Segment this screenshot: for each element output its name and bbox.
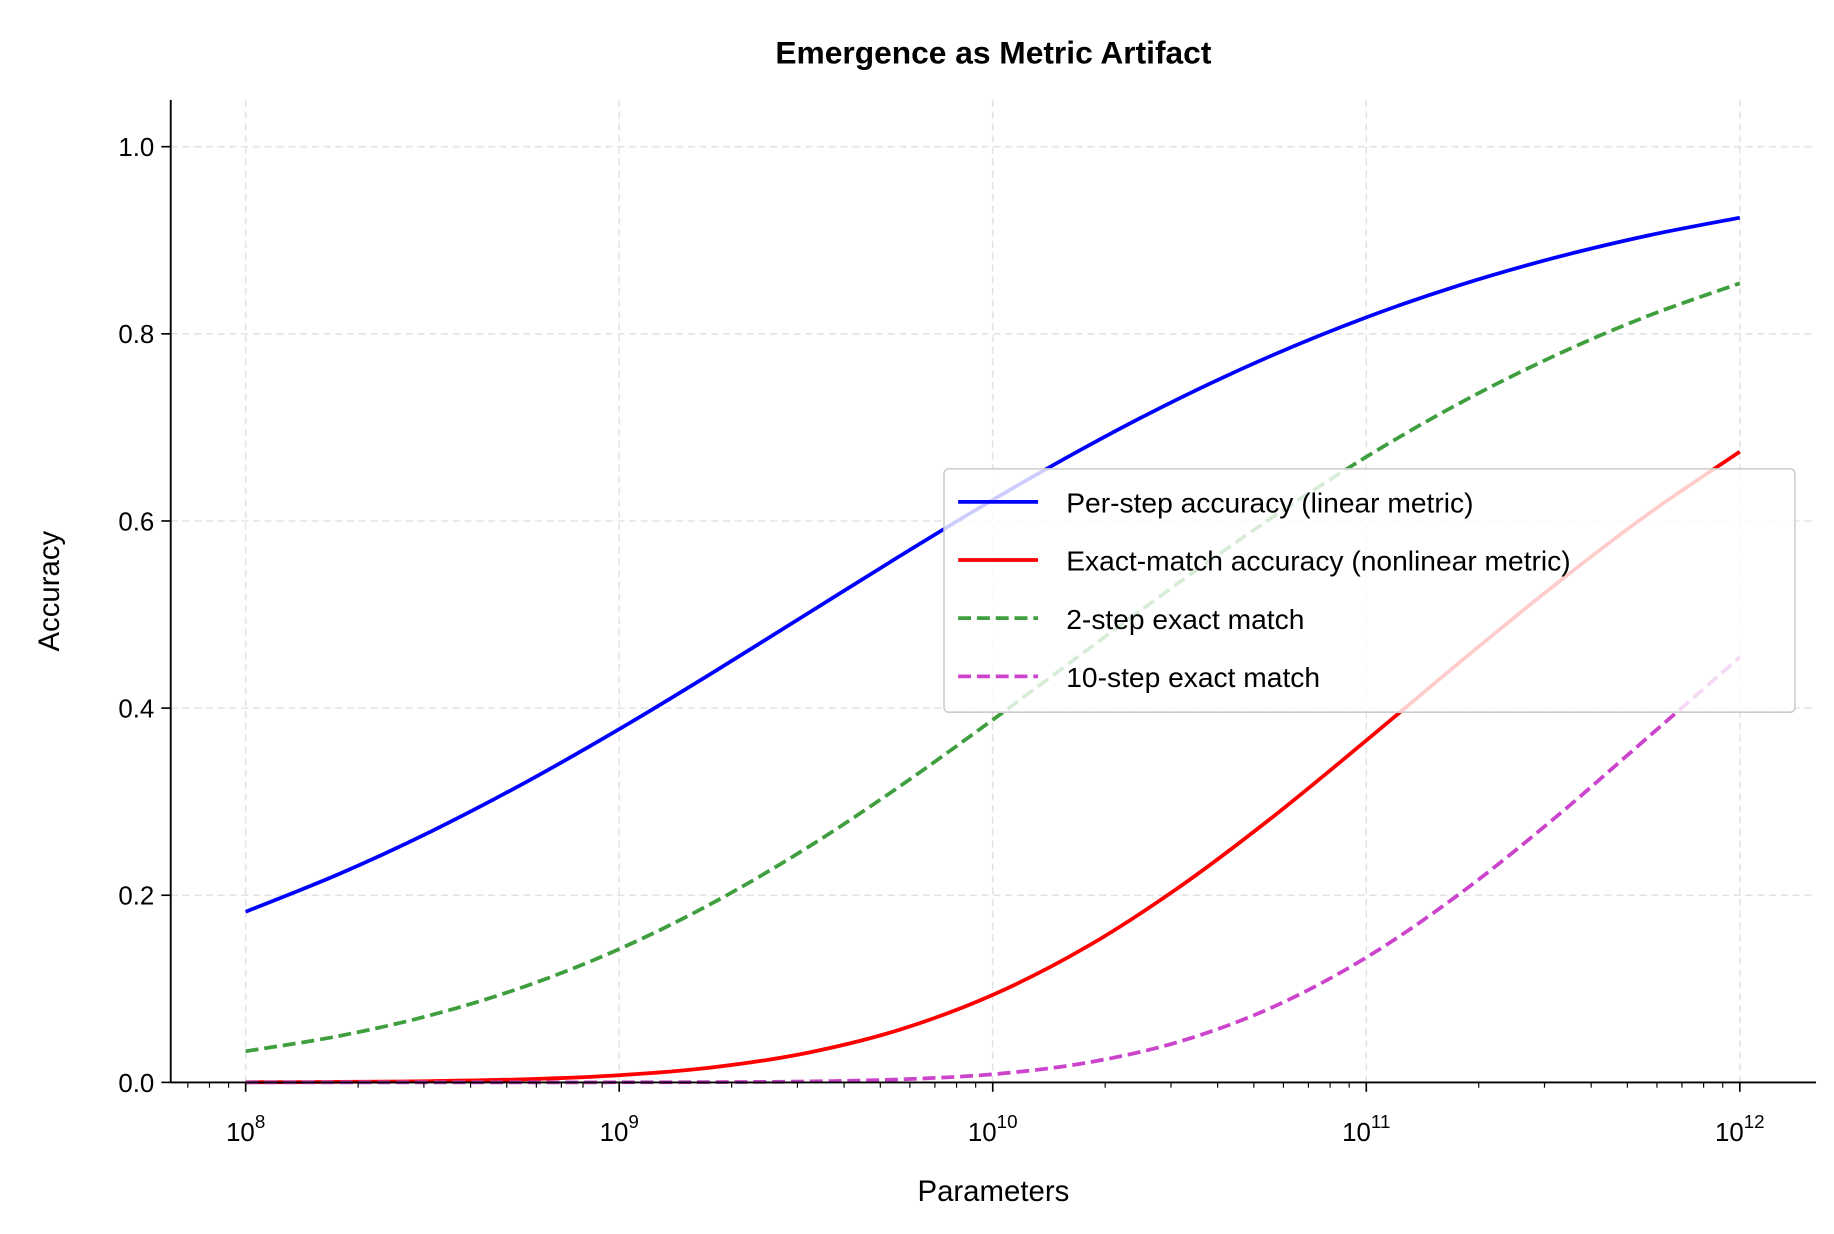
ticks: 108 109 1010 1011 1012 0.0 0.2 0.4 0.6 0.8 1.0 (118, 134, 1764, 1147)
legend-label: Exact-match accuracy (nonlinear metric) (1066, 545, 1570, 577)
chart-title: Emergence as Metric Artifact (775, 34, 1211, 70)
series-line-3 (245, 281, 1741, 1054)
y-axis-label: Accuracy (33, 530, 66, 651)
x-tick-label: 1011 (1342, 1111, 1390, 1147)
y-tick-label: 0.8 (118, 321, 154, 349)
y-tick-label: 0.6 (118, 508, 154, 536)
legend-label: Per-step accuracy (linear metric) (1066, 486, 1473, 518)
legend: Per-step accuracy (linear metric) Exact-m… (943, 468, 1796, 713)
x-tick-label: 1012 (1715, 1111, 1765, 1147)
x-tick-label: 108 (226, 1111, 265, 1147)
x-tick-label: 1010 (968, 1111, 1018, 1147)
x-tick-label: 109 (600, 1111, 639, 1147)
legend-box (943, 468, 1796, 713)
y-tick-label: 0.0 (118, 1070, 154, 1098)
y-tick-label: 0.2 (118, 883, 154, 911)
y-tick-label: 0.4 (118, 696, 154, 724)
legend-label: 2-step exact match (1066, 603, 1304, 635)
y-tick-label: 1.0 (118, 134, 154, 162)
x-axis-label: Parameters (917, 1175, 1069, 1208)
legend-label: 10-step exact match (1066, 661, 1320, 693)
